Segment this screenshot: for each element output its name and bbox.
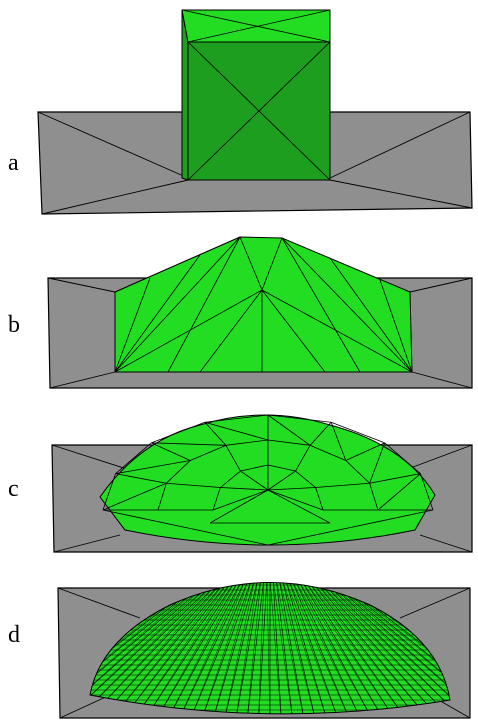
- panel-label: c: [8, 476, 19, 502]
- figure: a b c d: [0, 0, 478, 727]
- panel-c: c: [8, 415, 472, 552]
- panel-label: a: [8, 150, 19, 176]
- panel-d: d: [0, 578, 478, 727]
- panel-label: d: [8, 622, 20, 648]
- panel-label: b: [8, 312, 20, 338]
- panel-a: a: [8, 10, 472, 214]
- panel-b: b: [8, 237, 472, 388]
- shape: [115, 237, 412, 372]
